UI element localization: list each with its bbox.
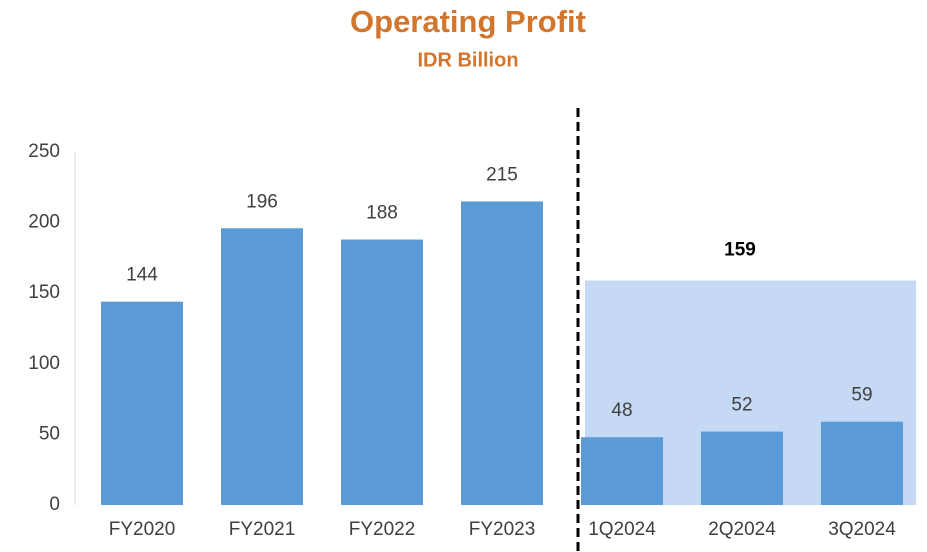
- value-label: 59: [851, 385, 872, 406]
- x-tick-label: 2Q2024: [708, 519, 776, 540]
- value-label: 188: [366, 203, 398, 224]
- y-tick-label: 100: [28, 353, 60, 374]
- x-tick-label: FY2021: [229, 519, 296, 540]
- x-tick-label: 1Q2024: [588, 519, 656, 540]
- y-tick-label: 50: [39, 423, 60, 444]
- period-total-label: 159: [724, 240, 756, 261]
- x-tick-label: FY2023: [469, 519, 536, 540]
- x-tick-label: 3Q2024: [828, 519, 896, 540]
- bar: [101, 301, 183, 505]
- bar: [581, 437, 663, 505]
- x-tick-label: FY2020: [109, 519, 176, 540]
- value-label: 215: [486, 164, 518, 185]
- chart-subtitle: IDR Billion: [417, 49, 518, 71]
- bar: [341, 239, 423, 505]
- value-label: 144: [126, 265, 158, 286]
- bar: [821, 421, 903, 505]
- y-tick-label: 200: [28, 212, 60, 233]
- y-tick-label: 150: [28, 282, 60, 303]
- value-label: 48: [611, 400, 632, 421]
- bar: [221, 228, 303, 506]
- chart-title: Operating Profit: [350, 4, 586, 39]
- y-tick-label: 0: [49, 494, 60, 515]
- bar: [461, 201, 543, 506]
- y-tick-label: 250: [28, 141, 60, 162]
- value-label: 196: [246, 191, 278, 212]
- bar: [701, 431, 783, 505]
- x-tick-label: FY2022: [349, 519, 416, 540]
- value-label: 52: [731, 395, 752, 416]
